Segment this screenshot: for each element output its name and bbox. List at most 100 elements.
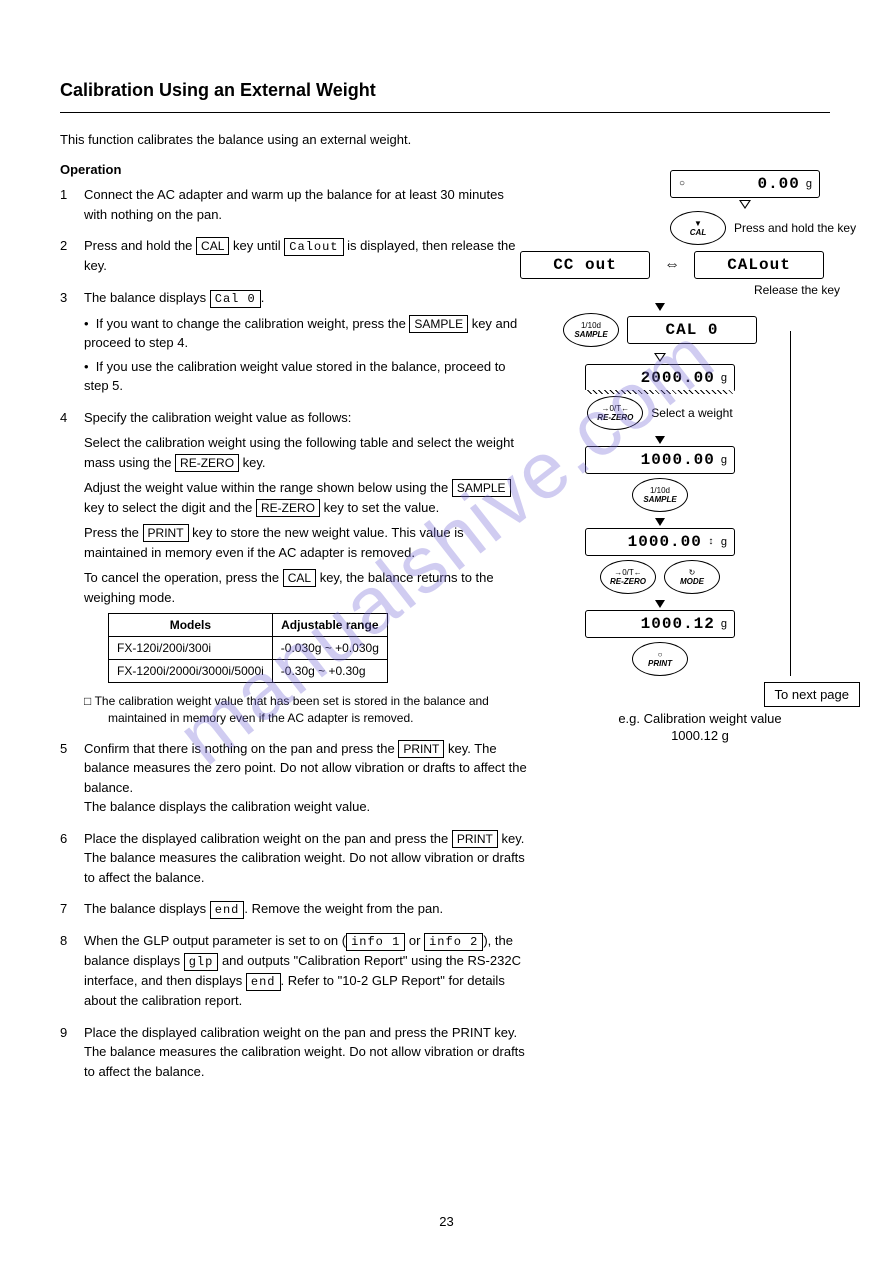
weight-range-table: ModelsAdjustable range FX-120i/200i/300i… (108, 613, 388, 683)
table-cell: -0.030g ~ +0.030g (272, 637, 387, 660)
sample-key-ref: SAMPLE (452, 479, 511, 497)
info1-display: info 1 (346, 933, 405, 951)
table-cell: FX-1200i/2000i/3000i/5000i (109, 660, 273, 683)
key-label: SAMPLE (574, 330, 607, 339)
intro-text: This function calibrates the balance usi… (60, 130, 530, 150)
sample-key[interactable]: 1/10d SAMPLE (632, 478, 688, 512)
print-key[interactable]: ○ PRINT (632, 642, 688, 676)
step-8: 8 When the GLP output parameter is set t… (60, 931, 530, 1011)
arrow-down-icon (655, 600, 665, 608)
rezero-key[interactable]: →0/T← RE-ZERO (600, 560, 656, 594)
key-label: MODE (680, 577, 704, 586)
step-9: 9 Place the displayed calibration weight… (60, 1023, 530, 1082)
calout-display: Calout (284, 238, 343, 256)
lcd-calout: CALout (694, 251, 824, 279)
lcd-2000: 2000.00 g (585, 364, 735, 392)
key-top-label: →0/T← (602, 404, 630, 413)
step-7: 7 The balance displays end. Remove the w… (60, 899, 530, 919)
key-label: PRINT (648, 659, 672, 668)
diagram-caption: e.g. Calibration weight value 1000.12 g (540, 711, 860, 745)
note-text: □ The calibration weight value that has … (84, 693, 530, 727)
operation-heading: Operation (60, 160, 530, 180)
print-key-ref: PRINT (143, 524, 189, 542)
unit-g: g (721, 454, 728, 466)
lcd-value: 1000.12 (641, 615, 715, 633)
lcd-value: 0.00 (757, 175, 799, 193)
lcd-value: CAL 0 (665, 321, 718, 339)
release-label: Release the key (540, 283, 840, 297)
step-text: Place the displayed calibration weight o… (84, 1025, 525, 1079)
key-top-label: →0/T← (614, 568, 642, 577)
sample-key[interactable]: 1/10d SAMPLE (563, 313, 619, 347)
step-2: 2 Press and hold the CAL key until Calou… (60, 236, 530, 276)
lcd-ccout: CC out (520, 251, 650, 279)
glp-display: glp (184, 953, 219, 971)
table-header: Adjustable range (272, 614, 387, 637)
lcd-value: 1000.00 (628, 533, 702, 551)
lcd-value: CALout (727, 256, 791, 274)
step-3: 3 The balance displays Cal 0. • If you w… (60, 288, 530, 396)
lcd-value: 1000.00 (641, 451, 715, 469)
lcd-1000-12: 1000.12 g (585, 610, 735, 638)
key-label: SAMPLE (643, 495, 676, 504)
page-number: 23 (0, 1214, 893, 1229)
unit-g: g (721, 536, 728, 548)
table-header: Models (109, 614, 273, 637)
bidirectional-arrow-icon: ⇔ (658, 256, 686, 274)
sample-key-ref: SAMPLE (409, 315, 468, 333)
lcd-1000: 1000.00 g (585, 446, 735, 474)
key-top-label: 1/10d (581, 321, 601, 330)
arrow-down-icon (655, 436, 665, 444)
circle-icon: ○ (658, 650, 663, 659)
step-6: 6 Place the displayed calibration weight… (60, 829, 530, 888)
step-1: 1 Connect the AC adapter and warm up the… (60, 185, 530, 224)
end-display: end (246, 973, 281, 991)
unit-g: g (721, 618, 728, 630)
key-label: CAL (690, 228, 706, 237)
bypass-line (790, 331, 791, 676)
flow-diagram: ○ 0.00 g ▼ CAL Press and hold the key CC… (540, 170, 860, 745)
key-label: RE-ZERO (610, 577, 646, 586)
horizontal-rule (60, 112, 830, 113)
stable-icon: ○ (679, 179, 686, 190)
end-display: end (210, 901, 245, 919)
step-5: 5 Confirm that there is nothing on the p… (60, 739, 530, 817)
step-text: Connect the AC adapter and warm up the b… (84, 187, 504, 222)
table-cell: -0.30g ~ +0.30g (272, 660, 387, 683)
arrow-down-icon (655, 518, 665, 526)
select-weight-label: Select a weight (651, 406, 732, 420)
triangle-down-icon: ▼ (694, 219, 702, 228)
cal-key-ref: CAL (283, 569, 316, 587)
info2-display: info 2 (424, 933, 483, 951)
lcd-initial: ○ 0.00 g (670, 170, 820, 198)
lcd-cal0: CAL 0 (627, 316, 757, 344)
key-label: RE-ZERO (597, 413, 633, 422)
lcd-value: 2000.00 (641, 369, 715, 387)
lcd-value: CC out (553, 256, 617, 274)
hatched-icon (585, 390, 735, 394)
unit-g: g (806, 178, 813, 190)
cal0-display: Cal 0 (210, 290, 261, 308)
lcd-1000b: 1000.00 ↕ g (585, 528, 735, 556)
arrow-down-icon (739, 200, 751, 209)
step-text: Specify the calibration weight value as … (84, 410, 351, 425)
next-page-box: To next page (764, 682, 860, 707)
rezero-key-ref: RE-ZERO (256, 499, 320, 517)
loop-icon: ↻ (689, 568, 696, 577)
cal-key-ref: CAL (196, 237, 229, 255)
mode-key[interactable]: ↻ MODE (664, 560, 720, 594)
step-4: 4 Specify the calibration weight value a… (60, 408, 530, 727)
cal-key[interactable]: ▼ CAL (670, 211, 726, 245)
arrow-down-icon (654, 353, 666, 362)
step-list: 1 Connect the AC adapter and warm up the… (60, 185, 530, 1081)
section-title: Calibration Using an External Weight (60, 80, 376, 101)
unit-g: g (721, 372, 728, 384)
print-key-ref: PRINT (452, 830, 498, 848)
key-top-label: 1/10d (650, 486, 670, 495)
print-key-ref: PRINT (398, 740, 444, 758)
press-hold-label: Press and hold the key (734, 221, 856, 235)
arrow-down-icon (655, 303, 665, 311)
rezero-key[interactable]: →0/T← RE-ZERO (587, 396, 643, 430)
table-cell: FX-120i/200i/300i (109, 637, 273, 660)
rezero-key-ref: RE-ZERO (175, 454, 239, 472)
